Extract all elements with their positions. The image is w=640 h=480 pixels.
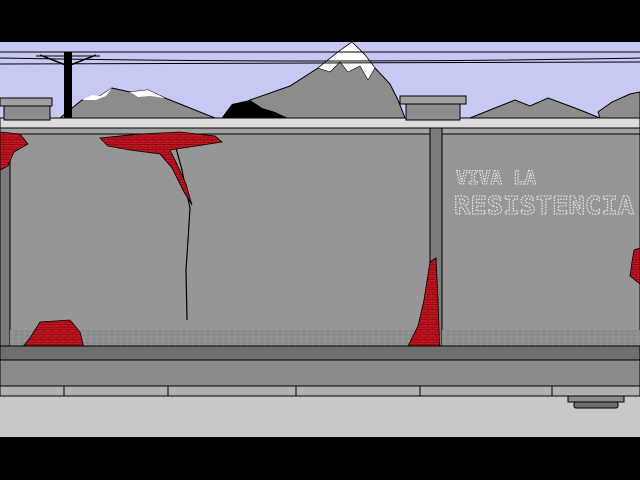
wall-base-lower [0,359,640,389]
curb [0,385,640,397]
roof-vent-left [0,97,53,121]
wall-base-ledge [0,345,640,361]
utility-pole [39,52,97,120]
curb-seams [63,386,553,396]
wall-cap-edge [0,127,640,135]
bottom-letterbox-bar [0,437,640,480]
power-lines [0,51,640,65]
top-letterbox-bar [0,0,640,42]
wall-grime-right [442,330,640,346]
roof-vent-right [399,95,467,121]
mountain-range [58,41,640,120]
wall-panel-left [0,133,433,349]
graffiti-line-1: VIVA LA [456,167,537,189]
wall-grime [10,330,430,346]
wall-panel-right [439,133,640,349]
storm-drain[interactable] [567,395,625,409]
graffiti-line-2: RESISTENCIA [454,191,634,220]
wall-crack [175,147,191,321]
graffiti-tag: VIVA LA RESISTENCIA [453,166,634,220]
sidewalk [0,396,640,437]
